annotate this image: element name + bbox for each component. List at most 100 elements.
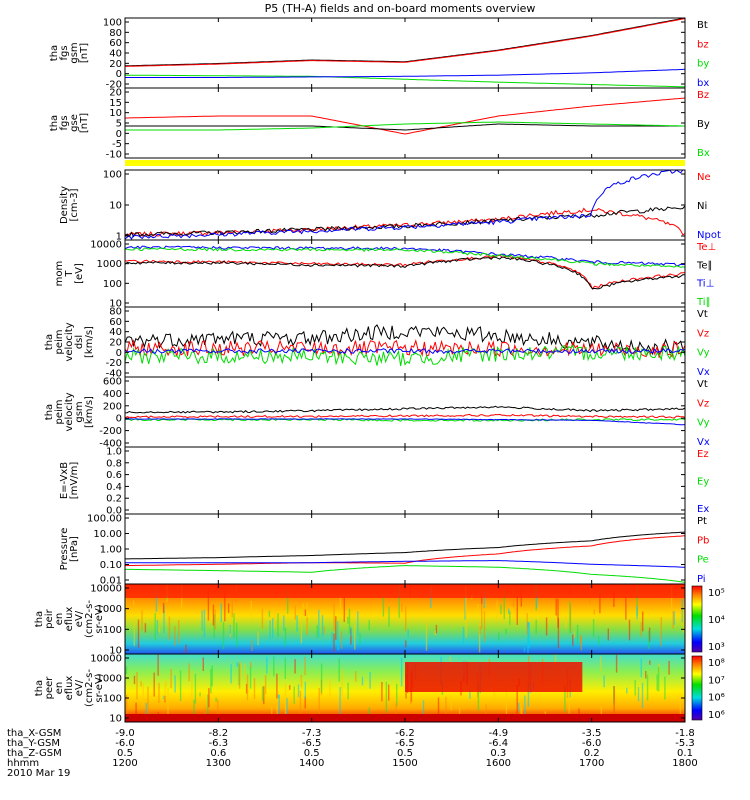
y-tick-label: 100 — [103, 170, 122, 181]
spectrogram-streak — [126, 694, 128, 719]
colorbar-tick: 10³ — [708, 642, 725, 653]
spectrogram-streak — [302, 603, 305, 616]
spectrogram-streak — [214, 609, 216, 630]
spectrogram-streak — [304, 609, 307, 616]
spectrogram-streak — [388, 606, 390, 627]
spectrogram-streak — [343, 597, 345, 622]
spectrogram-streak — [133, 621, 135, 647]
spectrogram-streak — [158, 627, 160, 633]
spectrogram-streak — [450, 695, 452, 711]
y-tick-label: 10000 — [90, 654, 122, 665]
series-line-Vt — [124, 405, 686, 414]
y-tick-label: 1000 — [97, 604, 122, 615]
spectrogram-streak — [251, 639, 253, 651]
spectrogram-streak — [425, 619, 428, 651]
ephemeris-value: -9.0 — [115, 728, 135, 739]
yellow-status-bar — [125, 160, 685, 166]
spectrogram-streak — [174, 626, 176, 646]
series-line-Vt — [124, 324, 686, 356]
spectrogram-streak — [500, 604, 502, 615]
ephemeris-value: -5.3 — [675, 738, 695, 749]
spectrogram-streak — [648, 630, 650, 649]
ephemeris-value: -6.3 — [209, 738, 229, 749]
spectrogram-streak — [628, 619, 631, 641]
ephemeris-value: -4.9 — [489, 728, 509, 739]
spectrogram-streak — [250, 662, 252, 668]
colorbar — [691, 655, 703, 721]
spectrogram-streak — [350, 628, 352, 645]
spectrogram-streak — [318, 610, 320, 637]
y-tick-label: 80 — [109, 28, 122, 39]
spectrogram-streak — [338, 658, 340, 682]
panel-density: 100 10 1 Density [cm-3] Ne Ni Npot — [59, 169, 721, 243]
spectrogram-streak — [656, 674, 658, 691]
panel-frame — [124, 87, 686, 159]
colorbar-tick: 10⁷ — [708, 675, 725, 686]
spectrogram-streak — [263, 686, 265, 705]
spectrogram-streak — [145, 702, 147, 720]
series-line-bz — [125, 18, 686, 67]
spectrogram-streak — [520, 590, 522, 607]
spectrogram-streak — [526, 613, 528, 635]
legend-Te⊥: Te⊥ — [696, 242, 716, 253]
ephemeris-value: 0.5 — [304, 748, 320, 759]
spectrogram-streak — [481, 593, 483, 604]
y-tick-label: 40 — [109, 49, 122, 60]
spectrogram-streak — [681, 599, 683, 623]
spectrogram-streak — [227, 603, 230, 613]
spectrogram-streak — [245, 683, 248, 694]
ephemeris-value: 1600 — [486, 758, 511, 769]
spectrogram-streak — [422, 700, 425, 722]
spectrogram-streak — [395, 703, 397, 716]
spectrogram-streak — [508, 608, 510, 614]
spectrogram-streak — [396, 683, 398, 707]
spectrogram-streak — [657, 666, 660, 692]
spectrogram-streak — [599, 593, 601, 614]
spectrogram-streak — [286, 698, 288, 715]
spectrogram-streak — [278, 695, 280, 716]
y-tick-label: 60 — [109, 317, 122, 328]
spectrogram-streak — [167, 687, 169, 716]
y-tick-label: 0 — [116, 414, 122, 425]
spectrogram-streak — [593, 609, 595, 615]
legend-Pt: Pt — [697, 516, 707, 527]
spectrogram-streak — [557, 598, 559, 628]
legend-Ex: Ex — [697, 504, 709, 515]
spectrogram-streak — [660, 617, 662, 647]
ephemeris-row-label: tha_Z-GSM — [7, 748, 62, 759]
y-tick-label: 400 — [103, 389, 122, 400]
spectrogram-streak — [598, 636, 600, 645]
spectrogram-streak — [329, 679, 331, 700]
series-line-Vz — [124, 339, 686, 358]
spectrogram-streak — [517, 702, 520, 712]
y-axis-label: eV/ — [74, 679, 85, 696]
spectrogram-streak — [222, 622, 225, 649]
y-tick-label: 100 — [103, 279, 122, 290]
spectrogram-streak — [369, 671, 371, 689]
y-axis-label: [nPa] — [69, 536, 80, 562]
spectrogram-streak — [229, 624, 231, 634]
spectrogram-streak — [293, 686, 295, 704]
spectrogram-streak — [385, 681, 388, 713]
spectrogram-streak — [572, 634, 574, 646]
spectrogram-streak — [573, 630, 576, 638]
spectrogram-streak — [304, 656, 306, 676]
colorbar — [691, 585, 703, 653]
y-tick-label: -5 — [112, 139, 122, 150]
spectrogram-streak — [576, 624, 579, 644]
spectrogram-streak — [203, 609, 206, 638]
y-axis-label: velocity — [64, 322, 75, 361]
ephemeris-value: -6.5 — [302, 738, 322, 749]
y-axis-label: mom — [54, 261, 65, 287]
series-line-Bx — [125, 121, 685, 131]
y-axis-label: peer — [44, 676, 55, 700]
legend-Vy: Vy — [697, 418, 710, 429]
y-axis-label: eflux — [64, 676, 75, 701]
y-tick-label: 0.2 — [106, 494, 122, 505]
y-tick-label: 100 — [103, 18, 122, 29]
date-label: 2010 Mar 19 — [7, 768, 70, 779]
spectrogram-streak — [603, 675, 605, 688]
spectrogram-streak — [335, 616, 337, 641]
ephemeris-value: 1200 — [112, 758, 137, 769]
